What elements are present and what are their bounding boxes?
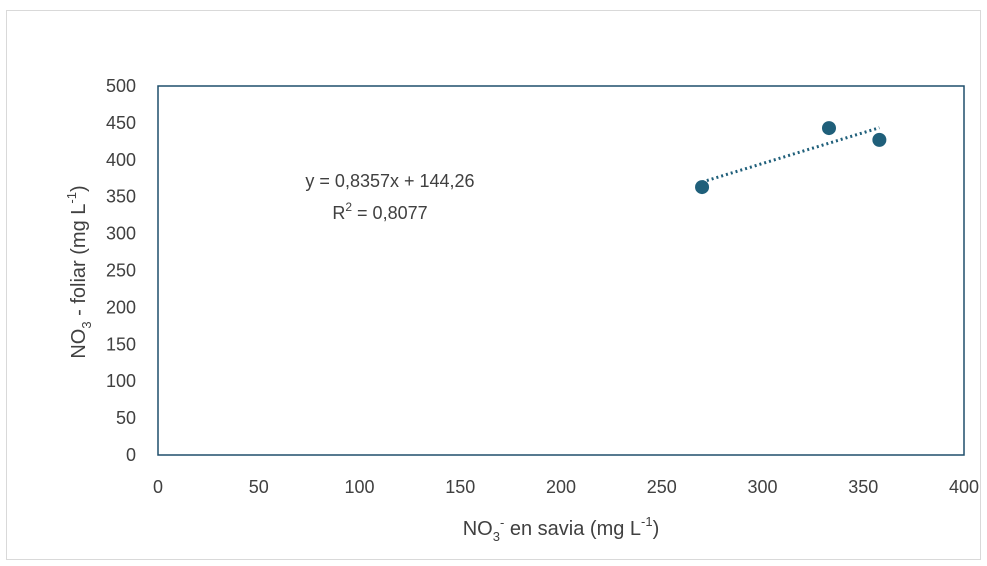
y-tick-label: 500 bbox=[106, 76, 136, 96]
y-tick-label: 50 bbox=[116, 408, 136, 428]
y-tick-label: 450 bbox=[106, 113, 136, 133]
x-tick-label: 0 bbox=[153, 477, 163, 497]
y-tick-label: 150 bbox=[106, 334, 136, 354]
x-axis-ticks: 0 50 100 150 200 250 300 350 400 bbox=[153, 477, 979, 497]
trendline-equation: y = 0,8357x + 144,26 bbox=[305, 171, 474, 191]
y-tick-label: 100 bbox=[106, 371, 136, 391]
x-tick-label: 50 bbox=[249, 477, 269, 497]
x-tick-label: 350 bbox=[848, 477, 878, 497]
y-axis-title: NO3 - foliar (mg L-1) bbox=[64, 185, 94, 358]
y-tick-label: 250 bbox=[106, 261, 136, 281]
y-tick-label: 400 bbox=[106, 150, 136, 170]
data-points bbox=[695, 121, 887, 195]
y-tick-label: 0 bbox=[126, 445, 136, 465]
x-tick-label: 250 bbox=[647, 477, 677, 497]
data-point bbox=[821, 121, 836, 136]
x-tick-label: 200 bbox=[546, 477, 576, 497]
r-squared-label: R2 = 0,8077 bbox=[332, 200, 427, 223]
y-tick-label: 200 bbox=[106, 297, 136, 317]
data-point bbox=[695, 180, 710, 195]
x-tick-label: 300 bbox=[747, 477, 777, 497]
x-axis-title: NO3- en savia (mg L-1) bbox=[463, 514, 660, 544]
x-tick-label: 150 bbox=[445, 477, 475, 497]
plot-area bbox=[157, 85, 965, 456]
y-tick-label: 300 bbox=[106, 224, 136, 244]
chart-frame bbox=[6, 10, 981, 560]
y-axis-ticks: 0 50 100 150 200 250 300 350 400 450 500 bbox=[106, 76, 136, 465]
y-tick-label: 350 bbox=[106, 187, 136, 207]
x-tick-label: 400 bbox=[949, 477, 979, 497]
x-tick-label: 100 bbox=[344, 477, 374, 497]
data-point bbox=[872, 132, 887, 147]
trendline bbox=[701, 126, 880, 184]
